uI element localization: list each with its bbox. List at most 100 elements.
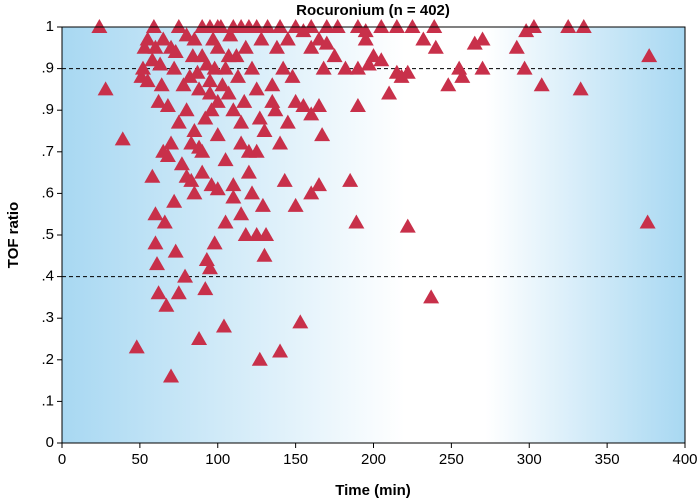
data-point xyxy=(295,98,312,113)
data-point xyxy=(251,351,268,366)
y-tick-label: .7 xyxy=(41,143,54,160)
data-point xyxy=(474,60,491,75)
data-point xyxy=(393,68,410,83)
y-tick-label: 0 xyxy=(46,434,54,451)
data-point xyxy=(150,93,167,108)
data-point xyxy=(303,106,320,121)
data-point xyxy=(248,19,265,33)
data-point xyxy=(220,48,237,63)
data-point xyxy=(508,39,525,54)
data-point xyxy=(533,77,550,92)
data-point xyxy=(525,19,542,33)
data-point xyxy=(97,81,114,96)
data-point xyxy=(342,172,359,187)
data-point xyxy=(348,214,365,229)
data-point xyxy=(258,227,275,241)
data-point xyxy=(147,235,164,250)
data-point xyxy=(201,73,218,88)
data-point xyxy=(272,19,289,33)
data-point xyxy=(166,60,183,75)
y-axis-title: TOF ratio xyxy=(5,202,22,268)
data-point xyxy=(217,152,234,167)
data-point xyxy=(244,60,261,75)
data-point xyxy=(186,185,203,200)
data-point xyxy=(206,60,223,75)
data-point xyxy=(163,368,180,383)
data-point xyxy=(191,81,208,96)
data-point xyxy=(426,19,443,33)
data-point xyxy=(639,214,656,229)
data-point xyxy=(214,77,231,92)
data-point xyxy=(197,281,214,296)
plot-area xyxy=(62,27,685,443)
data-point xyxy=(153,77,170,92)
data-point xyxy=(474,31,491,46)
data-point xyxy=(279,114,296,129)
data-point xyxy=(318,19,335,33)
data-point xyxy=(144,168,161,183)
data-point xyxy=(275,60,292,75)
data-point xyxy=(215,318,232,333)
data-point xyxy=(150,285,167,300)
data-point xyxy=(575,19,592,33)
data-point xyxy=(314,127,331,142)
y-tick-label: .2 xyxy=(41,351,54,368)
data-point xyxy=(144,52,161,67)
data-point xyxy=(303,39,320,54)
data-point xyxy=(388,19,405,33)
data-point xyxy=(209,93,226,108)
data-point xyxy=(170,285,187,300)
y-tick-label: .3 xyxy=(41,309,54,326)
data-point xyxy=(222,27,239,42)
data-point xyxy=(641,48,658,63)
data-point xyxy=(329,19,346,33)
y-tick-label: .9 xyxy=(41,60,54,77)
data-point xyxy=(170,114,187,129)
data-point xyxy=(310,31,327,46)
data-point xyxy=(139,31,156,46)
data-point xyxy=(128,339,145,354)
data-point xyxy=(191,331,208,345)
data-point xyxy=(279,31,296,46)
data-point xyxy=(233,114,250,129)
data-point xyxy=(149,256,166,271)
data-point xyxy=(236,93,253,108)
data-point xyxy=(310,98,327,113)
data-point xyxy=(248,81,265,96)
data-point xyxy=(256,123,273,137)
data-point xyxy=(178,102,195,117)
data-point xyxy=(167,243,184,258)
data-point xyxy=(183,172,200,187)
data-point xyxy=(134,60,151,75)
data-point xyxy=(233,206,250,221)
data-point xyxy=(156,214,173,229)
y-tick-label: .9 xyxy=(41,101,54,118)
data-point xyxy=(209,127,226,142)
data-point xyxy=(276,172,293,187)
data-point xyxy=(225,177,242,192)
data-point xyxy=(272,343,289,358)
data-point xyxy=(349,98,366,113)
data-point xyxy=(184,48,201,63)
data-point xyxy=(415,31,432,46)
data-point xyxy=(303,19,320,33)
data-point xyxy=(166,193,183,208)
data-point xyxy=(251,110,268,125)
data-point xyxy=(365,48,382,63)
data-point xyxy=(217,60,234,75)
x-tick-label: 200 xyxy=(361,451,386,468)
data-point xyxy=(136,39,153,54)
data-point xyxy=(173,156,190,171)
data-point xyxy=(177,268,194,283)
data-point xyxy=(315,60,332,75)
data-point xyxy=(427,39,444,54)
y-tick-label: 1 xyxy=(46,18,54,35)
x-tick-label: 250 xyxy=(439,451,464,468)
data-point xyxy=(237,227,254,241)
data-point xyxy=(159,98,176,113)
data-point xyxy=(268,39,285,54)
data-point xyxy=(186,31,203,46)
data-point xyxy=(259,19,276,33)
data-point xyxy=(254,197,271,212)
